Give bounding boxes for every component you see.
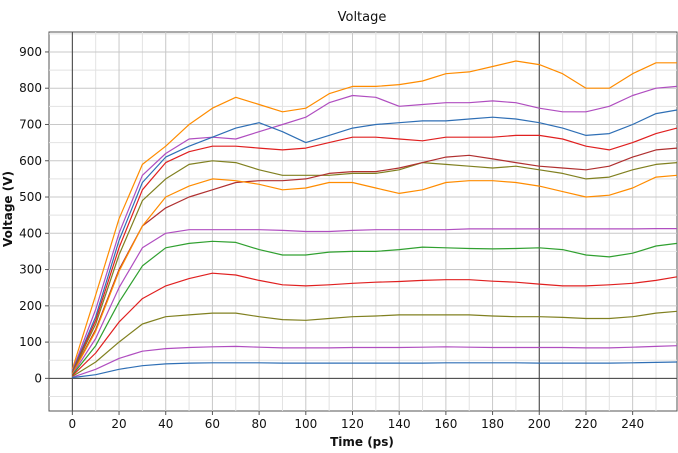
series-line-5 — [71, 160, 678, 374]
x-tick-label: 0 — [69, 417, 77, 431]
x-tick-label: 60 — [205, 417, 220, 431]
y-tick-label: 900 — [19, 45, 42, 59]
x-axis-title: Time (ps) — [330, 435, 394, 449]
x-tick-label: 120 — [341, 417, 364, 431]
y-tick-label: 800 — [19, 81, 42, 95]
series-line-1 — [71, 60, 677, 370]
y-tick-label: 700 — [19, 117, 42, 131]
x-tick-label: 180 — [481, 417, 504, 431]
series-line-13 — [72, 361, 678, 379]
y-tick-label: 100 — [19, 335, 42, 349]
series-line-10 — [71, 272, 678, 377]
series-line-3 — [71, 109, 678, 373]
x-tick-label: 80 — [251, 417, 266, 431]
y-tick-label: 400 — [19, 226, 42, 240]
y-tick-label: 200 — [19, 299, 42, 313]
x-tick-label: 20 — [111, 417, 126, 431]
x-tick-label: 220 — [574, 417, 597, 431]
x-tick-label: 100 — [294, 417, 317, 431]
y-tick-label: 300 — [19, 263, 42, 277]
series-line-11 — [71, 310, 678, 378]
series-line-9 — [71, 240, 678, 376]
x-axis-ticks: 0 20 40 60 80 100 120 140 160 180 200 220 240 — [69, 411, 644, 431]
series-line-12 — [72, 345, 678, 378]
x-tick-label: 200 — [528, 417, 551, 431]
plot-frame — [48, 31, 678, 412]
plot-area — [48, 31, 678, 412]
series-line-4 — [71, 127, 678, 373]
series-group — [71, 60, 678, 379]
y-axis-title: Voltage (V) — [1, 171, 15, 247]
x-tick-label: 40 — [158, 417, 173, 431]
y-axis-ticks: 0 100 200 300 400 500 600 700 800 900 — [19, 45, 49, 385]
series-line-6 — [71, 147, 678, 374]
series-line-7 — [71, 174, 678, 375]
y-tick-label: 0 — [34, 371, 42, 385]
series-line-2 — [71, 85, 678, 372]
x-tick-label: 140 — [388, 417, 411, 431]
y-tick-label: 600 — [19, 154, 42, 168]
x-tick-label: 240 — [621, 417, 644, 431]
chart-title: Voltage — [338, 10, 387, 25]
x-tick-label: 160 — [434, 417, 457, 431]
series-line-8 — [71, 228, 677, 376]
y-tick-label: 500 — [19, 190, 42, 204]
